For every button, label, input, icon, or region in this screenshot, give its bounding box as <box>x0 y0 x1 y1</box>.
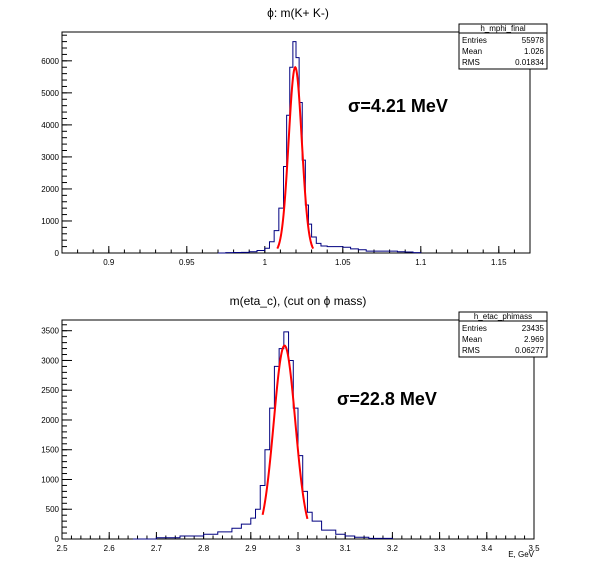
y-tick-label: 1500 <box>41 446 59 455</box>
y-tick-label: 3000 <box>41 153 59 162</box>
stats-label-rms: RMS <box>462 346 480 355</box>
stats-label-mean: Mean <box>462 335 482 344</box>
y-tick-label: 0 <box>55 535 60 544</box>
stats-label-rms: RMS <box>462 58 480 67</box>
y-tick-label: 2000 <box>41 416 59 425</box>
x-tick-label: 3.1 <box>340 544 352 553</box>
y-tick-label: 4000 <box>41 121 59 130</box>
y-tick-label: 6000 <box>41 57 59 66</box>
x-tick-label: 2.7 <box>151 544 163 553</box>
x-tick-label: 2.9 <box>245 544 257 553</box>
x-tick-label: 3.2 <box>387 544 399 553</box>
x-axis-label: E, GeV <box>508 550 534 559</box>
data-layer <box>132 331 393 540</box>
x-tick-label: 0.95 <box>179 258 195 267</box>
gaussian-fit-curve <box>261 344 309 520</box>
data-layer <box>218 41 422 254</box>
stats-box: h_mphi_final Entries 55978 Mean 1.026 RM… <box>458 23 548 70</box>
histogram-series <box>132 331 393 540</box>
y-tick-label: 500 <box>46 505 60 514</box>
stats-box-frame <box>458 311 548 358</box>
stats-value-mean: 1.026 <box>524 47 545 56</box>
sigma-annotation: σ=4.21 MeV <box>348 96 448 116</box>
stats-value-rms: 0.06277 <box>515 346 544 355</box>
stats-value-rms: 0.01834 <box>515 58 544 67</box>
y-tick-label: 2000 <box>41 185 59 194</box>
chart-title: ϕ: m(K+ K-) <box>267 6 329 20</box>
y-tick-label: 3000 <box>41 356 59 365</box>
axes: 2.5 2.6 2.7 2.8 2.9 3 3.1 3.2 3.3 3.4 3.5 0 500 1000 1… <box>41 324 540 553</box>
chart-title: m(eta_c), (cut on ϕ mass) <box>230 294 367 308</box>
x-tick-label: 3.4 <box>481 544 493 553</box>
x-tick-label: 3 <box>296 544 301 553</box>
x-tick-label: 3.5 <box>528 544 540 553</box>
x-tick-label: 1.1 <box>415 258 427 267</box>
x-tick-label: 2.5 <box>56 544 68 553</box>
stats-label-entries: Entries <box>462 324 487 333</box>
stats-box-frame <box>458 23 548 70</box>
y-tick-label: 1000 <box>41 217 59 226</box>
y-tick-label: 5000 <box>41 89 59 98</box>
phi-mass-panel: ϕ: m(K+ K-) 0.9 0.95 1 1.05 1.1 1.15 0 1000 2000… <box>41 6 548 267</box>
stats-value-entries: 55978 <box>522 36 545 45</box>
y-tick-label: 1000 <box>41 475 59 484</box>
stats-box-name: h_mphi_final <box>480 24 526 33</box>
stats-label-entries: Entries <box>462 36 487 45</box>
etac-mass-panel: m(eta_c), (cut on ϕ mass) 2.5 2.6 2.7 2.8 2.… <box>41 294 548 559</box>
x-tick-label: 2.6 <box>104 544 116 553</box>
gaussian-fit-curve <box>276 65 315 249</box>
x-tick-label: 1.15 <box>491 258 507 267</box>
stats-label-mean: Mean <box>462 47 482 56</box>
stats-value-mean: 2.969 <box>524 335 545 344</box>
stats-value-entries: 23435 <box>522 324 545 333</box>
histogram-series <box>218 41 422 254</box>
y-tick-label: 2500 <box>41 386 59 395</box>
sigma-annotation: σ=22.8 MeV <box>337 389 437 409</box>
y-tick-label: 3500 <box>41 327 59 336</box>
x-tick-label: 0.9 <box>103 258 115 267</box>
x-tick-label: 1.05 <box>335 258 351 267</box>
x-tick-label: 1 <box>263 258 268 267</box>
stats-box: h_etac_phimass Entries 23435 Mean 2.969 … <box>458 311 548 358</box>
x-tick-label: 2.8 <box>198 544 210 553</box>
stats-box-name: h_etac_phimass <box>474 312 532 321</box>
x-tick-label: 3.3 <box>434 544 446 553</box>
y-tick-label: 0 <box>55 249 60 258</box>
axes: 0.9 0.95 1 1.05 1.1 1.15 0 1000 2000 3000 4000 5000… <box>41 34 531 267</box>
